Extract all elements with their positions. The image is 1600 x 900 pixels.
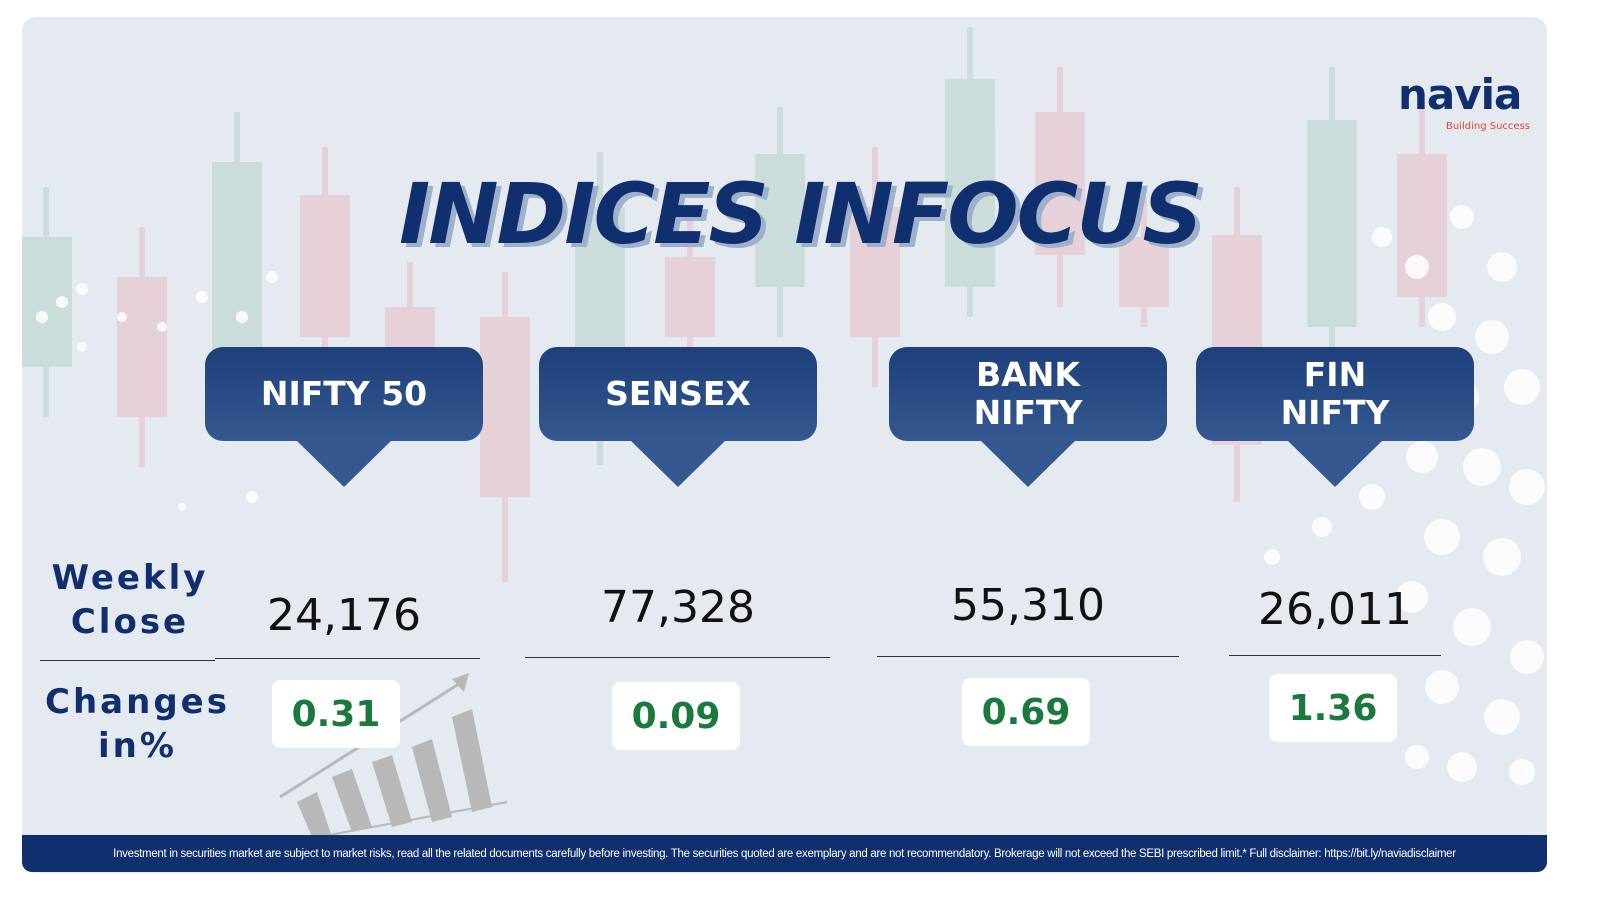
rule [1229, 655, 1441, 656]
index-name: FIN NIFTY [1196, 347, 1474, 441]
rule [40, 660, 215, 661]
change-percent: 1.36 [1269, 674, 1397, 742]
change-percent: 0.09 [612, 682, 740, 750]
callout-pointer [1287, 440, 1383, 487]
weekly-close: 77,328 [601, 582, 755, 633]
rule [215, 658, 480, 659]
rule [525, 657, 830, 658]
change-percent: 0.69 [962, 678, 1090, 746]
index-name: NIFTY 50 [205, 347, 483, 441]
change-percent: 0.31 [272, 680, 400, 748]
logo: navia [1398, 70, 1522, 119]
weekly-close: 26,011 [1258, 584, 1412, 635]
background-decoration [22, 27, 1545, 843]
callout-pointer [296, 440, 392, 487]
callout-pointer [980, 440, 1076, 487]
rule [877, 656, 1179, 657]
index-name: SENSEX [539, 347, 817, 441]
row-label: Weekly Close [51, 558, 209, 642]
disclaimer: Investment in securities market are subj… [22, 835, 1547, 872]
weekly-close: 55,310 [951, 580, 1105, 631]
row-label: Changes in% [45, 682, 230, 766]
callout-pointer [630, 440, 726, 487]
index-name: BANK NIFTY [889, 347, 1167, 441]
logo-tagline: Building Success [1446, 121, 1530, 132]
weekly-close: 24,176 [267, 590, 421, 641]
title: INDICES INFOCUS [398, 165, 1203, 263]
